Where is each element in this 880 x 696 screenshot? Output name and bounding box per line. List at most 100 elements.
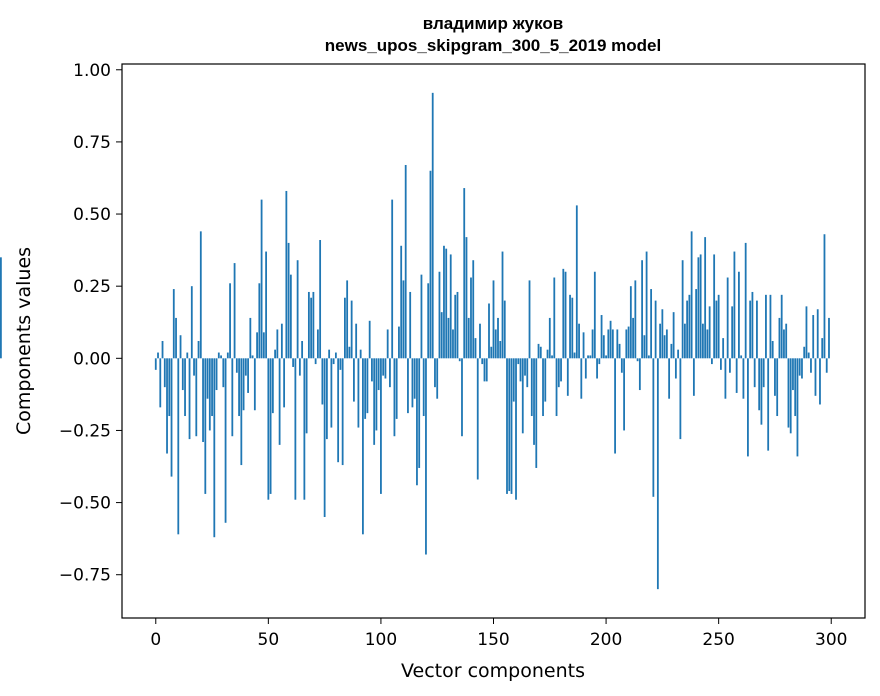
bar — [256, 332, 258, 359]
bar — [796, 358, 799, 457]
bar — [825, 358, 828, 373]
bar — [656, 358, 659, 590]
bar — [792, 358, 794, 391]
bar — [373, 358, 376, 445]
bar — [636, 358, 639, 362]
bar — [229, 283, 231, 359]
bar — [600, 315, 603, 359]
bar — [578, 323, 580, 359]
bar — [395, 358, 398, 419]
bar — [722, 338, 725, 359]
bar — [607, 329, 610, 359]
bar — [307, 291, 310, 359]
bar — [769, 294, 772, 359]
bar — [776, 358, 779, 417]
bar — [528, 280, 531, 359]
bar — [416, 358, 418, 486]
bar — [521, 358, 524, 434]
bar — [325, 358, 328, 440]
bar — [353, 358, 355, 402]
bar — [177, 358, 180, 535]
bar — [337, 358, 340, 463]
bar — [614, 358, 616, 454]
bar — [222, 358, 225, 388]
bar — [674, 358, 677, 379]
bar — [330, 358, 333, 428]
bar — [197, 341, 200, 359]
bar — [677, 349, 680, 359]
bar — [492, 280, 495, 359]
bar — [429, 170, 432, 359]
bar — [503, 300, 506, 359]
bar — [688, 294, 691, 359]
y-tick-label: 0.50 — [73, 205, 111, 225]
bar — [690, 231, 693, 359]
bar — [409, 291, 412, 359]
bar — [704, 237, 707, 359]
bar — [422, 358, 425, 417]
y-tick-label: 1.00 — [73, 61, 111, 81]
bar — [582, 332, 585, 359]
bar — [247, 358, 249, 393]
bar — [233, 263, 236, 359]
bar — [701, 323, 704, 359]
bar — [629, 286, 632, 359]
bar — [501, 251, 504, 359]
bar — [530, 358, 533, 417]
bar — [364, 358, 367, 419]
bar — [157, 352, 159, 359]
bar — [805, 306, 808, 359]
bar — [244, 358, 247, 376]
bar — [569, 294, 571, 359]
bar — [681, 260, 684, 359]
bar — [618, 343, 621, 359]
bar — [443, 245, 445, 359]
bar — [580, 358, 583, 399]
y-tick-label: −0.25 — [59, 421, 111, 441]
bar — [717, 294, 720, 359]
bar — [593, 271, 596, 359]
bar — [645, 251, 648, 359]
bar — [517, 358, 520, 365]
bar — [276, 329, 279, 359]
bar — [544, 358, 547, 402]
bar — [382, 358, 385, 376]
bar — [285, 190, 288, 359]
bar — [801, 358, 803, 379]
bar — [553, 277, 556, 359]
bar — [490, 346, 493, 359]
bar — [560, 358, 562, 382]
bar — [575, 205, 578, 359]
bar — [310, 297, 313, 359]
bar — [611, 329, 614, 359]
bar — [562, 268, 565, 359]
bar — [163, 358, 166, 388]
bar — [328, 349, 331, 359]
bar — [663, 335, 666, 359]
bar — [780, 294, 783, 359]
bar — [344, 297, 346, 359]
bar — [609, 320, 612, 359]
bar — [508, 358, 511, 492]
bar — [715, 300, 718, 359]
bar — [751, 291, 754, 359]
bar — [598, 358, 601, 365]
bar — [289, 274, 292, 359]
bar — [301, 341, 304, 359]
bar — [650, 289, 653, 359]
bar — [226, 352, 229, 359]
bar — [357, 358, 360, 428]
bar — [456, 291, 459, 359]
bar — [652, 358, 655, 497]
bar — [319, 240, 322, 359]
bar — [634, 280, 637, 359]
bar — [296, 260, 299, 359]
bar — [654, 300, 657, 359]
bar — [172, 289, 175, 359]
bar — [339, 358, 342, 370]
bar — [494, 329, 497, 359]
bar — [461, 358, 463, 437]
bar — [431, 92, 434, 359]
bar — [699, 254, 702, 359]
bar — [440, 312, 443, 359]
